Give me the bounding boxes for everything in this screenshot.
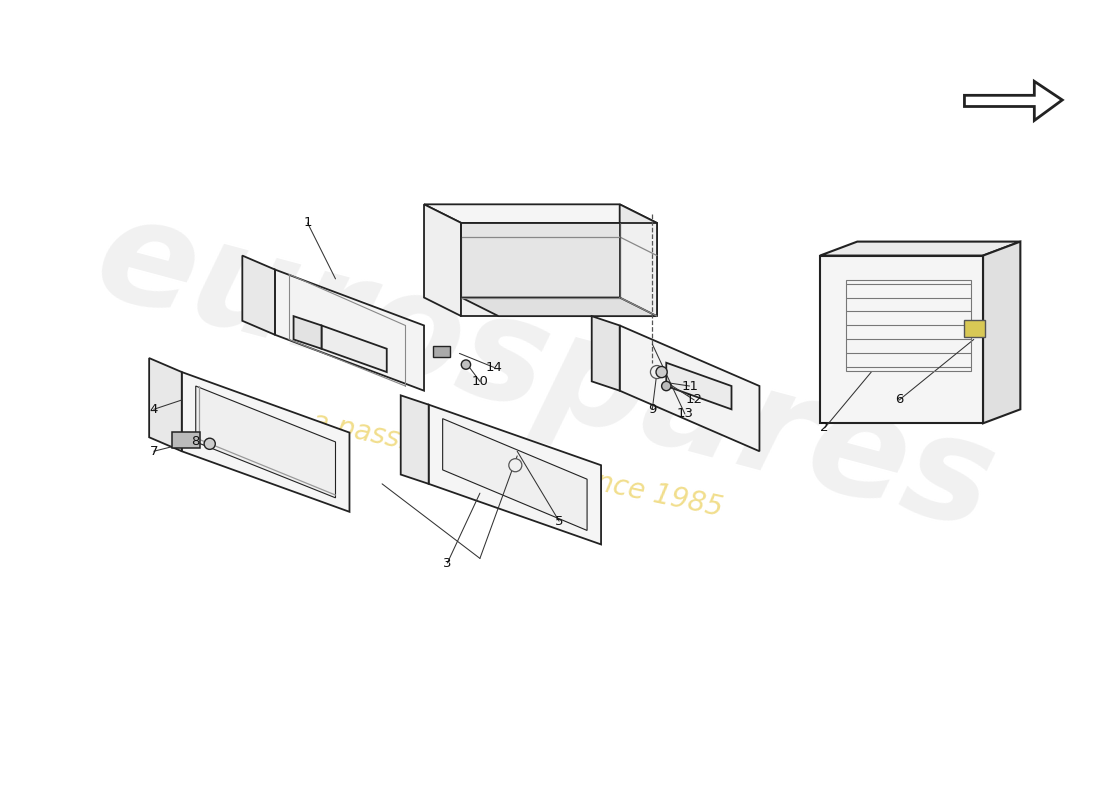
Polygon shape (461, 223, 619, 298)
Polygon shape (619, 204, 657, 316)
Text: 12: 12 (685, 394, 703, 406)
Text: 5: 5 (554, 514, 563, 528)
Text: 1: 1 (304, 217, 311, 230)
Polygon shape (242, 255, 275, 334)
Polygon shape (321, 326, 387, 372)
Polygon shape (442, 418, 587, 530)
Polygon shape (619, 326, 759, 451)
Circle shape (461, 360, 471, 370)
Polygon shape (275, 270, 424, 390)
FancyBboxPatch shape (173, 432, 200, 449)
Text: 7: 7 (150, 445, 158, 458)
Text: 13: 13 (676, 407, 693, 421)
Text: 9: 9 (648, 403, 657, 416)
Circle shape (650, 366, 663, 378)
Text: 2: 2 (821, 422, 829, 434)
Circle shape (661, 382, 671, 390)
Polygon shape (294, 316, 321, 349)
FancyBboxPatch shape (965, 320, 985, 337)
Polygon shape (429, 405, 601, 545)
Text: 10: 10 (472, 375, 488, 388)
Circle shape (509, 458, 521, 472)
Polygon shape (461, 223, 657, 316)
Text: 3: 3 (443, 557, 452, 570)
Polygon shape (820, 242, 1021, 255)
Polygon shape (400, 395, 429, 484)
FancyBboxPatch shape (433, 346, 450, 357)
Text: 8: 8 (191, 435, 200, 449)
Polygon shape (667, 362, 732, 410)
Text: a passion for parts since 1985: a passion for parts since 1985 (309, 408, 725, 522)
Polygon shape (196, 386, 336, 498)
Text: eurospares: eurospares (81, 185, 1009, 559)
Polygon shape (182, 372, 350, 512)
Polygon shape (965, 82, 1063, 121)
Text: 11: 11 (681, 379, 698, 393)
Polygon shape (461, 298, 657, 316)
Polygon shape (820, 255, 983, 423)
Text: 14: 14 (485, 361, 503, 374)
Polygon shape (983, 242, 1021, 423)
Circle shape (656, 366, 668, 378)
Circle shape (205, 438, 216, 450)
Polygon shape (424, 204, 461, 316)
Polygon shape (150, 358, 182, 451)
Polygon shape (592, 316, 619, 390)
Polygon shape (424, 204, 657, 223)
Text: 6: 6 (895, 394, 903, 406)
Text: 4: 4 (150, 403, 158, 416)
